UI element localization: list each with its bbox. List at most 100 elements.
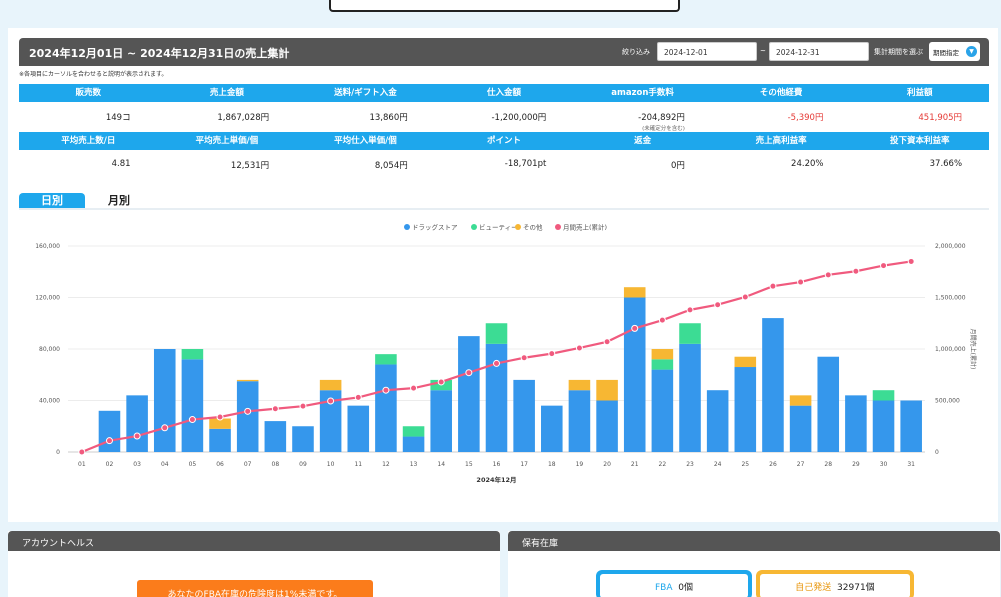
stat-header: 返金 xyxy=(634,136,652,146)
cumulative-point xyxy=(603,338,611,346)
period-label: 集計期間を選ぶ xyxy=(874,48,923,56)
tab-monthly[interactable]: 月別 xyxy=(108,194,130,207)
stat-value-amazon-fee: -204,892円 (未確定分を含む) xyxy=(638,113,685,132)
x-tick-label: 04 xyxy=(161,461,169,468)
x-tick-label: 16 xyxy=(493,461,501,468)
top-search-box[interactable] xyxy=(329,0,680,12)
stat-value-avg-cost: 8,054円 xyxy=(374,161,408,171)
x-tick-label: 07 xyxy=(244,461,252,468)
bar-segment xyxy=(734,367,757,452)
bar-segment xyxy=(264,421,287,452)
bar-segment xyxy=(651,359,674,370)
inventory-card: 保有在庫 xyxy=(508,531,1000,597)
stat-value-roi: 37.66% xyxy=(929,159,963,169)
stat-header: 送料/ギフト入金 xyxy=(334,88,397,98)
cumulative-point xyxy=(548,350,556,358)
legend-swatch xyxy=(555,224,561,230)
x-tick-label: 27 xyxy=(797,461,805,468)
cumulative-point xyxy=(797,278,805,286)
cumulative-point xyxy=(686,306,694,314)
summary-header: 2024年12月01日 ~ 2024年12月31日の売上集計 絞り込み 2024… xyxy=(19,38,989,66)
cumulative-point xyxy=(631,324,639,332)
bar-segment xyxy=(236,379,259,382)
stat-value-avg-daily: 4.81 xyxy=(111,159,131,169)
legend-swatch xyxy=(404,224,410,230)
x-tick-label: 20 xyxy=(603,461,611,468)
stat-value-purchase: -1,200,000円 xyxy=(491,113,547,123)
stat-value-shipping: 13,860円 xyxy=(369,113,408,123)
stat-value-points: -18,701pt xyxy=(504,159,547,169)
stat-header: 売上高利益率 xyxy=(755,136,807,146)
stat-value-avg-price: 12,531円 xyxy=(230,161,270,171)
y2-tick-label: 1,000,000 xyxy=(935,346,966,353)
stat-value-profit: 451,905円 xyxy=(918,113,963,123)
bar-segment xyxy=(347,405,370,452)
stat-value-margin: 24.20% xyxy=(791,159,824,169)
bar-segment xyxy=(319,390,342,452)
bar-segment xyxy=(623,287,646,298)
x-tick-label: 21 xyxy=(631,461,639,468)
cumulative-point xyxy=(880,262,888,270)
bar-segment xyxy=(375,354,397,365)
cumulative-point xyxy=(382,386,390,394)
date-to-input[interactable]: 2024-12-31 xyxy=(769,42,869,61)
bar-segment xyxy=(762,318,784,452)
bar-segment xyxy=(651,369,674,452)
stat-header: 平均売上数/日 xyxy=(61,136,116,146)
bar-segment xyxy=(596,379,618,401)
date-from-input[interactable]: 2024-12-01 xyxy=(657,42,757,61)
x-tick-label: 14 xyxy=(437,461,445,468)
legend-label: ドラッグストア xyxy=(412,223,458,232)
x-tick-label: 02 xyxy=(106,461,114,468)
cumulative-point xyxy=(133,432,141,440)
hover-note: ※各項目にカーソルを合わせると説明が表示されます。 xyxy=(19,71,168,78)
y-tick-label: 120,000 xyxy=(35,295,60,302)
bar-segment xyxy=(872,390,895,401)
stat-header: 投下資本利益率 xyxy=(890,136,950,146)
x-tick-label: 09 xyxy=(299,461,307,468)
account-health-title: アカウントヘルス xyxy=(8,531,500,551)
cumulative-point xyxy=(327,397,335,405)
bar-segment xyxy=(236,381,259,452)
stat-header: 利益額 xyxy=(907,88,933,98)
bar-segment xyxy=(430,390,452,452)
fba-stock-box[interactable]: FBA 0個 xyxy=(596,570,752,597)
cumulative-point xyxy=(437,378,445,386)
cumulative-point xyxy=(714,301,722,309)
bar-segment xyxy=(485,343,508,452)
y-tick-label: 80,000 xyxy=(39,346,60,353)
x-tick-label: 12 xyxy=(382,461,390,468)
amazon-fee-note: (未確定分を含む) xyxy=(642,126,685,132)
cumulative-point xyxy=(161,424,169,432)
legend-swatch xyxy=(515,224,521,230)
stat-header: 平均仕入単価/個 xyxy=(334,136,397,146)
bar-segment xyxy=(402,436,425,452)
x-tick-label: 03 xyxy=(133,461,141,468)
period-select-button[interactable]: 期間指定 ▼ xyxy=(929,42,980,61)
bar-segment xyxy=(181,349,204,360)
y2-axis-title: 月間売上(累計) xyxy=(969,329,977,370)
cumulative-point xyxy=(271,405,279,413)
x-tick-label: 08 xyxy=(272,461,280,468)
self-ship-stock-box[interactable]: 自己発送 32971個 xyxy=(756,570,914,597)
tab-daily[interactable]: 日別 xyxy=(19,193,85,209)
bar-segment xyxy=(623,297,646,452)
cumulative-point xyxy=(78,448,86,456)
date-separator: ~ xyxy=(760,47,766,55)
bar-segment xyxy=(126,395,148,452)
y2-tick-label: 500,000 xyxy=(935,398,960,405)
cumulative-point xyxy=(105,437,113,445)
cumulative-point xyxy=(188,416,196,424)
period-select-label: 期間指定 xyxy=(933,49,959,57)
stat-header: ポイント xyxy=(487,136,522,146)
stats-header-row-1: 販売数 売上金額 送料/ギフト入金 仕入金額 amazon手数料 その他経費 利… xyxy=(19,84,989,102)
bar-segment xyxy=(458,336,480,452)
page-title: 2024年12月01日 ~ 2024年12月31日の売上集計 xyxy=(29,47,290,60)
self-ship-value: 32971個 xyxy=(837,583,875,593)
bar-segment xyxy=(568,379,591,391)
bar-segment xyxy=(651,349,674,360)
cumulative-point xyxy=(216,413,224,421)
legend-swatch xyxy=(471,224,477,230)
x-tick-label: 29 xyxy=(852,461,860,468)
filter-label: 絞り込み xyxy=(622,48,650,56)
